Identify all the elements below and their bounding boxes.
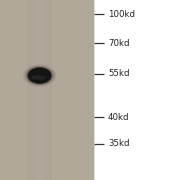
Bar	[46, 0, 47, 180]
Ellipse shape	[28, 68, 51, 84]
Bar	[28, 0, 29, 180]
Bar	[27, 0, 52, 180]
Bar	[51, 0, 52, 180]
Bar	[34, 0, 35, 180]
Text: 70kd: 70kd	[108, 39, 129, 48]
Bar	[27, 0, 28, 180]
Ellipse shape	[31, 75, 47, 80]
Bar	[49, 0, 50, 180]
Bar	[47, 0, 48, 180]
Bar	[31, 0, 32, 180]
Bar	[52, 0, 53, 180]
Ellipse shape	[26, 66, 53, 85]
Ellipse shape	[27, 67, 52, 84]
Bar	[38, 0, 39, 180]
Bar	[37, 0, 38, 180]
Bar	[44, 0, 45, 180]
Bar	[36, 0, 37, 180]
Bar	[50, 0, 51, 180]
Bar	[0, 0, 94, 180]
Ellipse shape	[23, 64, 56, 87]
Bar	[30, 0, 31, 180]
Bar	[41, 0, 42, 180]
Bar	[32, 0, 33, 180]
Bar	[42, 0, 43, 180]
Ellipse shape	[24, 66, 55, 86]
Bar	[33, 0, 34, 180]
Bar	[43, 0, 44, 180]
Text: 40kd: 40kd	[108, 112, 129, 122]
Bar	[39, 0, 40, 180]
Bar	[45, 0, 46, 180]
Text: 100kd: 100kd	[108, 10, 135, 19]
Text: 35kd: 35kd	[108, 140, 129, 148]
Text: 55kd: 55kd	[108, 69, 129, 78]
Bar	[29, 0, 30, 180]
Bar	[40, 0, 41, 180]
Bar	[35, 0, 36, 180]
Bar	[48, 0, 49, 180]
